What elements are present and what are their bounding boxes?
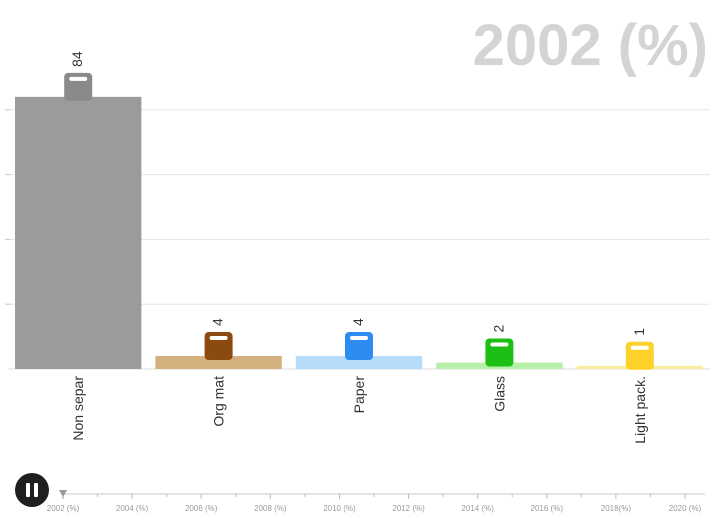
value-label: 4 bbox=[350, 318, 366, 326]
bin-marker-icon bbox=[64, 72, 93, 101]
timeline-label: 2008 (%) bbox=[254, 504, 287, 513]
value-label: 2 bbox=[490, 325, 506, 333]
category-label: Light pack. bbox=[632, 376, 648, 444]
category-label: Glass bbox=[491, 376, 507, 412]
timeline-label: 2002 (%) bbox=[47, 504, 80, 513]
category-label: Non separ bbox=[70, 376, 86, 441]
year-title: 2002 (%) bbox=[472, 13, 708, 78]
bar bbox=[155, 356, 282, 369]
value-label: 1 bbox=[631, 328, 647, 336]
value-label: 4 bbox=[210, 318, 226, 326]
bin-marker-icon bbox=[485, 338, 514, 367]
timeline-label: 2010 (%) bbox=[323, 504, 356, 513]
category-label: Paper bbox=[351, 376, 367, 414]
pause-button[interactable] bbox=[15, 473, 49, 507]
bin-marker-icon bbox=[625, 341, 654, 370]
timeline-label: 2014 (%) bbox=[461, 504, 494, 513]
timeline-label: 2016 (%) bbox=[531, 504, 564, 513]
category-label: Org mat bbox=[211, 376, 227, 427]
timeline-label: 2020 (%) bbox=[669, 504, 702, 513]
timeline-label: 2004 (%) bbox=[116, 504, 149, 513]
bin-marker-icon bbox=[345, 332, 373, 361]
timeline-label: 2018(%) bbox=[601, 504, 632, 513]
value-label: 84 bbox=[69, 51, 85, 67]
bin-marker-icon bbox=[204, 332, 233, 361]
pause-icon bbox=[26, 483, 30, 497]
bar bbox=[15, 96, 142, 369]
pause-icon-bar bbox=[34, 483, 38, 497]
timeline-label: 2006 (%) bbox=[185, 504, 218, 513]
bar bbox=[295, 356, 423, 369]
timeline-label: 2012 (%) bbox=[392, 504, 425, 513]
